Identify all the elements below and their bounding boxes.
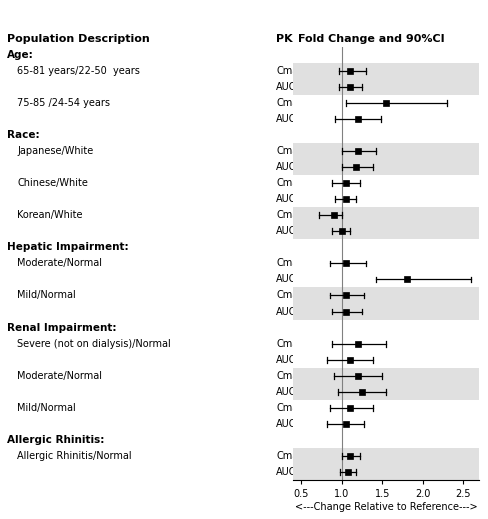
Text: PK: PK [276,34,292,44]
Text: 75-85 /24-54 years: 75-85 /24-54 years [17,98,110,108]
Text: AUC: AUC [276,354,296,365]
Text: AUC: AUC [276,387,296,397]
Text: Chinese/White: Chinese/White [17,178,88,188]
Text: Population Description: Population Description [7,34,150,44]
Text: Allergic Rhinitis/Normal: Allergic Rhinitis/Normal [17,451,131,461]
Bar [293,368,478,384]
Text: Age:: Age: [7,50,34,60]
Bar [293,63,478,79]
Text: AUC: AUC [276,419,296,429]
Text: Cmax: Cmax [276,451,304,461]
Bar [293,207,478,223]
Text: Japanese/White: Japanese/White [17,146,93,156]
Text: Cmax: Cmax [276,371,304,381]
Bar [293,304,478,320]
Bar [293,384,478,400]
Bar [293,448,478,464]
Text: AUC: AUC [276,226,296,236]
Text: Cmax: Cmax [276,178,304,188]
Text: Cmax: Cmax [276,146,304,156]
Text: Mild/Normal: Mild/Normal [17,403,76,413]
Text: AUC: AUC [276,467,296,477]
Text: AUC: AUC [276,114,296,124]
Text: AUC: AUC [276,307,296,317]
Bar [293,288,478,304]
Text: AUC: AUC [276,162,296,172]
Bar [293,159,478,175]
Text: Moderate/Normal: Moderate/Normal [17,371,102,381]
Text: AUC: AUC [276,275,296,284]
Text: Race:: Race: [7,130,40,140]
Text: Hepatic Impairment:: Hepatic Impairment: [7,242,129,252]
Text: Severe (not on dialysis)/Normal: Severe (not on dialysis)/Normal [17,338,170,349]
Text: Korean/White: Korean/White [17,210,82,220]
Text: Renal Impairment:: Renal Impairment: [7,323,117,333]
Text: Cmax: Cmax [276,258,304,268]
Text: Cmax: Cmax [276,403,304,413]
Text: Cmax: Cmax [276,291,304,301]
Bar [293,464,478,480]
Text: Moderate/Normal: Moderate/Normal [17,258,102,268]
X-axis label: <---Change Relative to Reference--->: <---Change Relative to Reference---> [294,502,477,512]
Bar [293,143,478,159]
Text: Allergic Rhinitis:: Allergic Rhinitis: [7,435,104,445]
Text: Mild/Normal: Mild/Normal [17,291,76,301]
Text: Fold Change and 90%CI: Fold Change and 90%CI [298,34,444,44]
Text: AUC: AUC [276,194,296,204]
Text: Cmax: Cmax [276,66,304,76]
Text: Cmax: Cmax [276,98,304,108]
Text: AUC: AUC [276,82,296,92]
Text: Cmax: Cmax [276,210,304,220]
Text: 65-81 years/22-50  years: 65-81 years/22-50 years [17,66,140,76]
Bar [293,79,478,95]
Text: Cmax: Cmax [276,338,304,349]
Bar [293,223,478,239]
